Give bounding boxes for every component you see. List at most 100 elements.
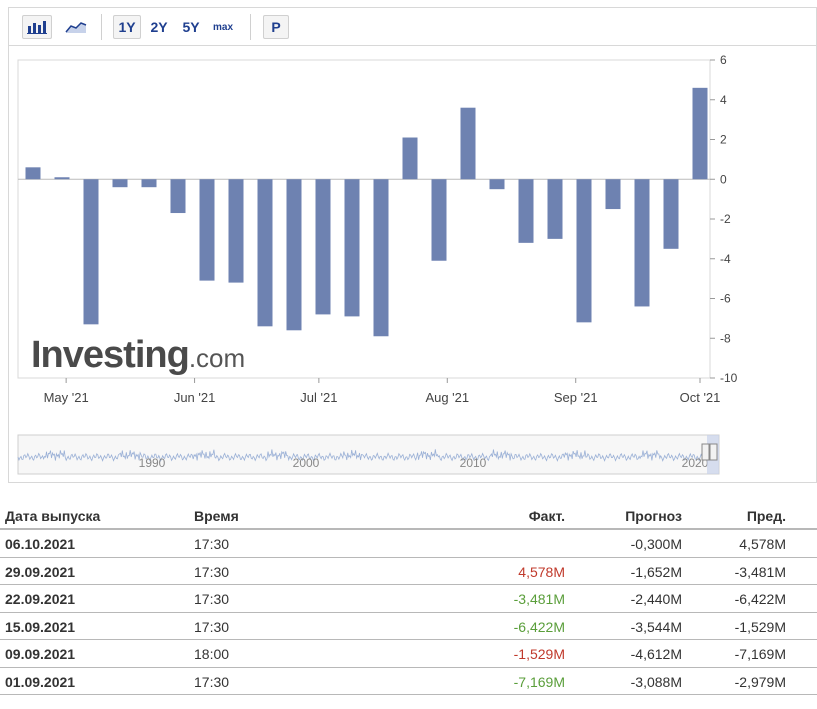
row-forecast: -3,088M — [630, 673, 682, 690]
releases-table: Дата выпуска Время Факт. Прогноз Пред. 0… — [0, 502, 817, 695]
row-time: 17:30 — [194, 591, 230, 607]
bar[interactable] — [402, 137, 418, 180]
bar[interactable] — [605, 179, 621, 210]
table-row: 06.10.2021 17:30 -0,300M 4,578M — [0, 530, 817, 558]
header-time[interactable]: Время — [194, 508, 239, 524]
bar[interactable] — [634, 179, 650, 307]
bar[interactable] — [576, 179, 592, 323]
bar[interactable] — [286, 179, 302, 331]
bar[interactable] — [25, 167, 41, 180]
y-tick-label: -10 — [720, 371, 738, 385]
bar-chart-icon — [27, 21, 47, 34]
row-time: 17:30 — [194, 536, 230, 552]
row-previous: -6,422M — [734, 591, 786, 607]
range-2y-button[interactable]: 2Y — [150, 19, 168, 35]
row-forecast: -1,652M — [630, 563, 682, 580]
row-forecast: -2,440M — [630, 591, 682, 607]
table-row: 09.09.2021 18:00 -1,529M -4,612M -7,169M — [0, 640, 817, 668]
row-time: 17:30 — [194, 673, 230, 690]
row-time: 18:00 — [194, 646, 230, 662]
bar[interactable] — [431, 179, 447, 261]
bar[interactable] — [315, 179, 331, 315]
bar-chart-button[interactable] — [22, 15, 52, 39]
row-previous: -2,979M — [734, 673, 786, 690]
range-1y-button[interactable]: 1Y — [113, 15, 141, 39]
y-tick-label: -4 — [720, 252, 731, 266]
bar[interactable] — [373, 179, 389, 337]
navigator-label: 2000 — [293, 456, 320, 470]
range-max-button[interactable]: max — [212, 21, 233, 33]
chart-toolbar: 1Y 2Y 5Y max P — [9, 8, 816, 46]
bar[interactable] — [228, 179, 244, 283]
row-actual: -3,481M — [513, 591, 565, 607]
p-button[interactable]: P — [263, 15, 289, 39]
bar[interactable] — [518, 179, 534, 243]
row-actual: -6,422M — [513, 618, 565, 635]
bar[interactable] — [489, 179, 505, 190]
row-time: 17:30 — [194, 563, 230, 580]
table-row: 22.09.2021 17:30 -3,481M -2,440M -6,422M — [0, 585, 817, 613]
bar[interactable] — [344, 179, 360, 317]
row-actual: -7,169M — [513, 673, 565, 690]
bar[interactable] — [54, 177, 70, 180]
logo-main: Investing — [31, 334, 190, 376]
y-tick-label: -8 — [720, 331, 731, 345]
header-previous[interactable]: Пред. — [746, 508, 786, 524]
row-forecast: -0,300M — [630, 536, 682, 552]
plot-border — [17, 59, 711, 379]
row-previous: -1,529M — [734, 618, 786, 635]
y-tick-label: 2 — [720, 133, 727, 147]
bar[interactable] — [83, 179, 99, 325]
area-chart-button[interactable] — [61, 15, 91, 39]
row-actual: -1,529M — [513, 646, 565, 662]
y-tick-label: -2 — [720, 212, 731, 226]
toolbar-separator — [250, 14, 251, 40]
header-forecast[interactable]: Прогноз — [625, 508, 682, 524]
x-tick-label: Aug '21 — [425, 390, 469, 405]
x-tick-label: Sep '21 — [554, 390, 598, 405]
range-5y-button[interactable]: 5Y — [182, 19, 200, 35]
row-date: 06.10.2021 — [5, 536, 76, 552]
y-tick-label: 0 — [720, 172, 727, 186]
header-actual[interactable]: Факт. — [528, 508, 565, 524]
row-previous: 4,578M — [739, 536, 786, 552]
bar[interactable] — [112, 179, 128, 188]
y-tick-label: -6 — [720, 292, 731, 306]
x-tick-label: Jul '21 — [300, 390, 337, 405]
navigator-label: 2010 — [460, 456, 487, 470]
header-date[interactable]: Дата выпуска — [5, 508, 101, 524]
row-date: 29.09.2021 — [5, 563, 76, 580]
y-tick-label: 4 — [720, 93, 727, 107]
bar[interactable] — [199, 179, 215, 281]
x-tick-label: Jun '21 — [174, 390, 216, 405]
navigator-handle-right[interactable] — [709, 443, 718, 461]
row-previous: -7,169M — [734, 646, 786, 662]
bar[interactable] — [257, 179, 273, 327]
bar[interactable] — [141, 179, 157, 188]
row-forecast: -3,544M — [630, 618, 682, 635]
bar[interactable] — [460, 107, 476, 180]
x-tick-label: Oct '21 — [680, 390, 721, 405]
table-row: 29.09.2021 17:30 4,578M -1,652M -3,481M — [0, 558, 817, 585]
navigator-label: 1990 — [139, 456, 166, 470]
bar[interactable] — [547, 179, 563, 239]
bar[interactable] — [170, 179, 186, 214]
table-body: 06.10.2021 17:30 -0,300M 4,578M 29.09.2021 17… — [0, 530, 817, 695]
bar[interactable] — [663, 179, 679, 249]
table-row: 01.09.2021 17:30 -7,169M -3,088M -2,979M — [0, 668, 817, 695]
bar[interactable] — [692, 87, 708, 180]
chart-svg: 6 4 2 0 -2 -4 -6 -8 -10 May '21 Jun '21 Jul '21 Aug… — [17, 53, 738, 475]
row-time: 17:30 — [194, 618, 230, 635]
row-date: 09.09.2021 — [5, 646, 76, 662]
row-date: 15.09.2021 — [5, 618, 76, 635]
area-chart-icon — [65, 22, 87, 33]
navigator-series — [17, 449, 708, 462]
toolbar-separator — [101, 14, 102, 40]
table-row: 15.09.2021 17:30 -6,422M -3,544M -1,529M — [0, 613, 817, 640]
investing-logo: Investing.com — [31, 334, 245, 377]
row-date: 01.09.2021 — [5, 673, 76, 690]
table-header: Дата выпуска Время Факт. Прогноз Пред. — [0, 502, 817, 530]
row-forecast: -4,612M — [630, 646, 682, 662]
chart-frame: 1Y 2Y 5Y max P 6 4 2 0 -2 -4 -6 -8 -10 May '21 Ju… — [8, 7, 817, 483]
navigator-handle-left[interactable] — [701, 443, 710, 461]
